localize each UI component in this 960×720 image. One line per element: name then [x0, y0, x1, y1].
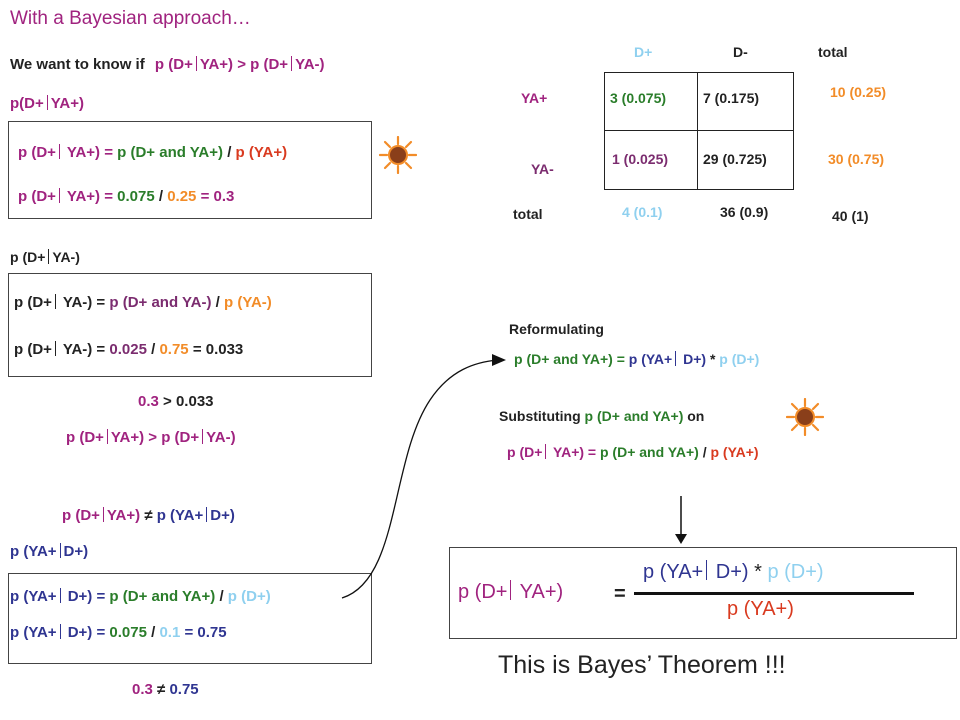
sun-icon	[379, 136, 417, 174]
bayes-fraction-bar	[634, 592, 914, 595]
table-cell: 1 (0.025)	[612, 151, 669, 167]
table-cell: 4 (0.1)	[622, 204, 663, 220]
slide-heading: With a Bayesian approach…	[10, 8, 251, 29]
table-cell: 3 (0.075)	[610, 90, 667, 106]
table-cell: 40 (1)	[832, 208, 869, 224]
intro-line: We want to know if p (D+ YA+) > p (D+ YA-)	[10, 56, 325, 73]
down-arrow-icon	[675, 496, 687, 544]
table-row-ya-plus: YA+	[521, 90, 548, 106]
table-cell: 10 (0.25)	[830, 84, 887, 100]
section-3-formula: p (YA+ D+) = p (D+ and YA+) / p (D+)	[10, 588, 271, 605]
section-2-label: p (D+ YA-)	[10, 249, 80, 265]
section-3-box	[8, 573, 372, 664]
section-1-calculation: p (D+ YA+) = 0.075 / 0.25 = 0.3	[18, 188, 235, 205]
final-comparison: 0.3 ≠ 0.75	[132, 681, 199, 698]
table-cell: 36 (0.9)	[720, 204, 769, 220]
sun-icon	[786, 398, 824, 436]
table-header-d-plus: D+	[634, 44, 653, 60]
table-cell: 29 (0.725)	[703, 151, 767, 167]
bayes-equals: =	[614, 583, 626, 605]
bayes-denominator: p (YA+)	[727, 598, 794, 620]
bayes-numerator: p (YA+ D+) * p (D+)	[643, 560, 824, 583]
table-cell: 7 (0.175)	[703, 90, 760, 106]
table-row-ya-minus: YA-	[531, 161, 554, 177]
reformulating-title: Reformulating	[509, 321, 604, 337]
section-1-box	[8, 121, 372, 219]
curved-arrow-icon	[341, 354, 506, 599]
intro-expression: p (D+ YA+) > p (D+ YA-)	[154, 56, 325, 73]
intro-lead: We want to know if	[10, 56, 145, 73]
section-1-label: p(D+ YA+)	[10, 95, 84, 112]
section-3-label: p (YA+ D+)	[10, 543, 89, 560]
table-grid	[604, 72, 794, 190]
comparison-values: 0.3 > 0.033	[138, 393, 214, 410]
section-1-formula: p (D+ YA+) = p (D+ and YA+) / p (YA+)	[18, 144, 288, 161]
section-3-calculation: p (YA+ D+) = 0.075 / 0.1 = 0.75	[10, 624, 227, 641]
conclusion-text: This is Bayes’ Theorem !!!	[498, 651, 786, 679]
comparison-probabilities: p (D+ YA+) > p (D+ YA-)	[66, 429, 236, 446]
section-2-calculation: p (D+ YA-) = 0.025 / 0.75 = 0.033	[14, 341, 244, 358]
section-2-formula: p (D+ YA-) = p (D+ and YA-) / p (YA-)	[14, 294, 272, 311]
table-cell: 30 (0.75)	[828, 151, 885, 167]
inequality-statement: p (D+ YA+) ≠ p (YA+ D+)	[62, 507, 235, 524]
substituting-line: Substituting p (D+ and YA+) on	[499, 408, 705, 424]
section-2-box	[8, 273, 372, 377]
table-header-total: total	[818, 44, 848, 60]
table-row-total: total	[513, 206, 543, 222]
reformulated-equation: p (D+ and YA+) = p (YA+ D+) * p (D+)	[514, 351, 760, 367]
substituting-equation: p (D+ YA+) = p (D+ and YA+) / p (YA+)	[507, 444, 759, 460]
table-header-d-minus: D-	[733, 44, 748, 60]
bayes-lhs: p (D+ YA+)	[458, 580, 564, 603]
